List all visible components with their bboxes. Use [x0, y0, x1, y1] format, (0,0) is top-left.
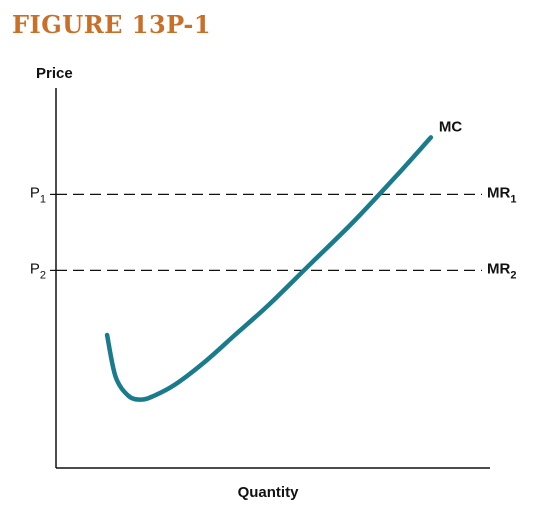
- figure-title: FIGURE 13P-1: [12, 10, 212, 39]
- price-tick-label-2: P2: [30, 260, 46, 281]
- mc-label: MC: [439, 118, 462, 135]
- price-levels: P1 MR1 P2 MR2: [30, 184, 517, 281]
- mr-label-1: MR1: [487, 184, 516, 205]
- mc-curve: [104, 135, 434, 402]
- x-axis-label: Quantity: [238, 484, 299, 501]
- mr-label-2: MR2: [487, 260, 516, 281]
- curves: MC: [104, 118, 462, 402]
- price-tick-label-1: P1: [30, 184, 46, 205]
- y-axis-label: Price: [36, 65, 73, 82]
